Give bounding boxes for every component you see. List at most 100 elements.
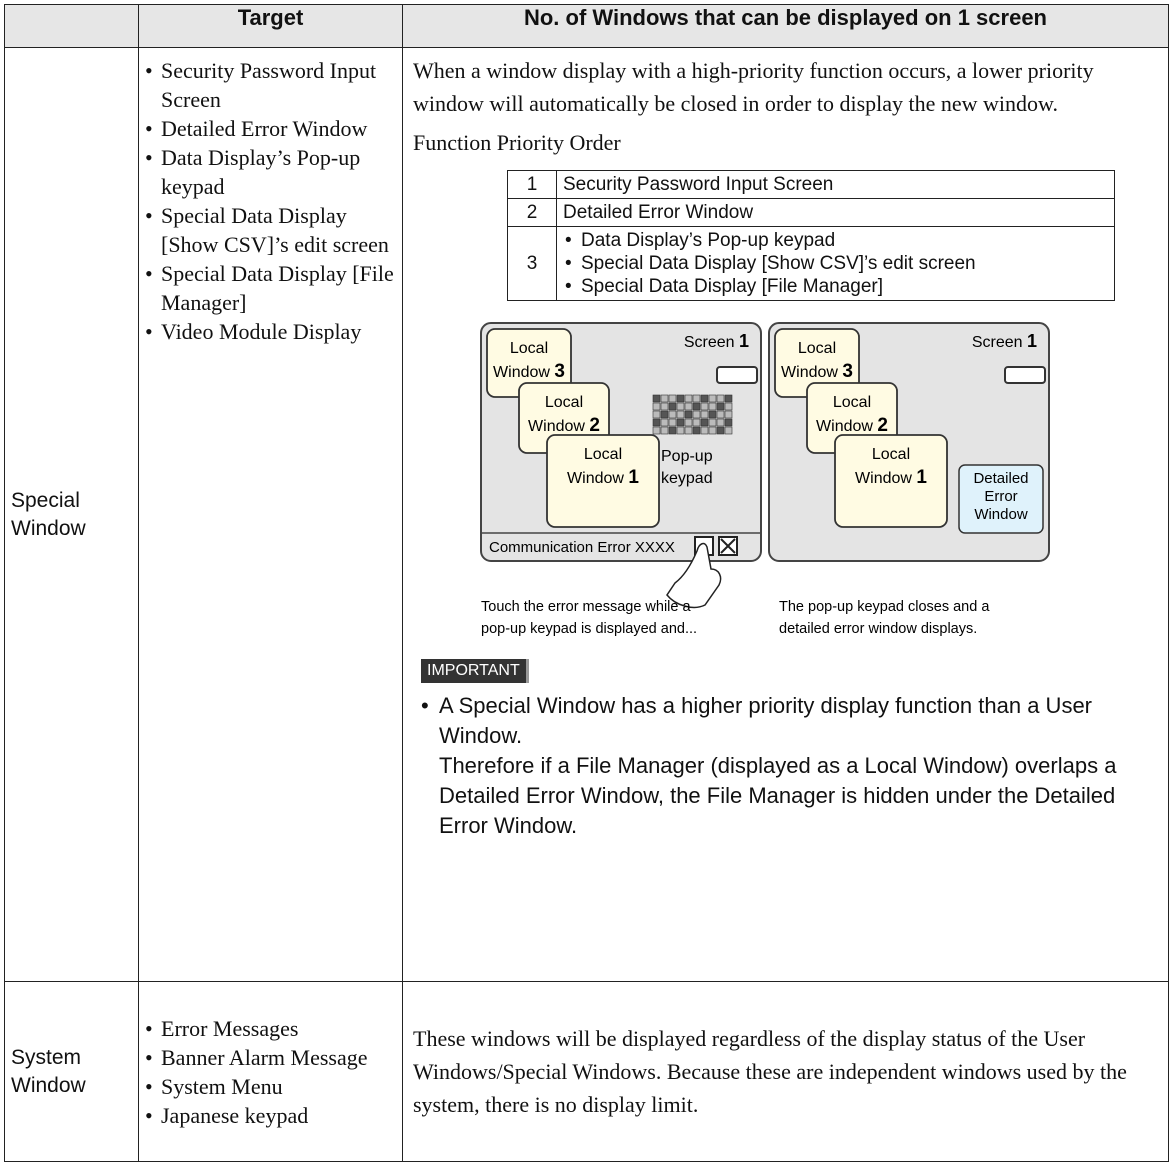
switch — [716, 366, 758, 384]
window-label: Window 3 — [493, 361, 565, 382]
priority-item: Data Display’s Pop-up keypad — [565, 229, 1108, 252]
key — [660, 418, 669, 427]
priority-row: 3Data Display’s Pop-up keypadSpecial Dat… — [507, 226, 1115, 301]
window-label: Window 1 — [567, 467, 639, 488]
key — [684, 410, 693, 419]
screen-label: Screen — [684, 334, 735, 351]
priority-rank: 2 — [507, 198, 557, 227]
window-label: Window 1 — [855, 467, 927, 488]
priority-item: Detailed Error Window — [563, 202, 754, 223]
figure-caption: Touch the error message while a — [481, 599, 691, 615]
window-number: 3 — [554, 361, 565, 382]
key — [684, 418, 693, 427]
key — [692, 402, 701, 411]
key — [724, 394, 733, 403]
key — [724, 410, 733, 419]
key — [700, 418, 709, 427]
key — [724, 402, 733, 411]
target-item: Error Messages — [145, 1014, 398, 1043]
key — [660, 402, 669, 411]
key — [724, 426, 733, 435]
key — [700, 402, 709, 411]
important-item: A Special Window has a higher priority d… — [421, 691, 1158, 751]
key — [692, 426, 701, 435]
priority-cell: Data Display’s Pop-up keypadSpecial Data… — [556, 226, 1115, 301]
key — [692, 410, 701, 419]
priority-caption: Function Priority Order — [413, 130, 621, 155]
key — [716, 418, 725, 427]
priority-item: Security Password Input Screen — [563, 174, 834, 195]
header-cell: Target — [138, 4, 403, 48]
key — [692, 418, 701, 427]
key — [708, 394, 717, 403]
window-label: Window — [781, 364, 838, 381]
keypad-label: Pop-up — [661, 448, 713, 465]
target-cell: Security Password Input ScreenDetailed E… — [138, 47, 403, 982]
key — [708, 426, 717, 435]
priority-row: 1 Security Password Input Screen — [507, 170, 1115, 199]
key — [652, 418, 661, 427]
key — [684, 394, 693, 403]
key — [668, 418, 677, 427]
target-item: Banner Alarm Message — [145, 1043, 398, 1072]
window-number: 2 — [589, 415, 600, 436]
key — [684, 402, 693, 411]
key — [660, 394, 669, 403]
target-item: Detailed Error Window — [145, 114, 398, 143]
header-row: Target No. of Windows that can be displa… — [4, 4, 1169, 48]
important-item: Therefore if a File Manager (displayed a… — [439, 753, 1117, 838]
key — [652, 402, 661, 411]
key — [652, 410, 661, 419]
description: When a window display with a high-priori… — [413, 58, 1094, 116]
important-tag: IMPORTANT — [421, 659, 529, 683]
key — [676, 426, 685, 435]
key — [692, 394, 701, 403]
target-item: Security Password Input Screen — [145, 56, 398, 114]
window-label: Local — [833, 394, 871, 411]
priority-row: 2 Detailed Error Window — [507, 198, 1115, 227]
icon — [720, 538, 736, 554]
error-window-label: Error — [984, 488, 1017, 505]
screen-number: 1 — [1027, 331, 1037, 351]
target-item: Video Module Display — [145, 317, 398, 346]
window-label: Window — [855, 470, 912, 487]
window-label: Window — [567, 470, 624, 487]
priority-cell: Security Password Input Screen — [556, 170, 1115, 199]
row-label: System Window — [4, 981, 139, 1162]
key — [668, 402, 677, 411]
screen-label: Screen — [972, 334, 1023, 351]
local-window — [546, 434, 660, 528]
key — [724, 418, 733, 427]
key — [716, 394, 725, 403]
window-label: Window — [493, 364, 550, 381]
window-label: Local — [510, 340, 548, 357]
windows-table: Target No. of Windows that can be displa… — [4, 4, 1169, 1162]
keypad-label: keypad — [661, 470, 713, 487]
priority-rank: 3 — [507, 226, 557, 301]
priority-rank: 1 — [507, 170, 557, 199]
error-window-label: Detailed — [973, 470, 1028, 487]
important-list: A Special Window has a higher priority d… — [403, 691, 1168, 841]
window-label: Local — [798, 340, 836, 357]
error-window-label: Window — [974, 506, 1028, 523]
row: System Window Error MessagesBanner Alarm… — [4, 981, 1169, 1162]
priority-item: Special Data Display [File Manager] — [565, 275, 1108, 298]
key — [652, 394, 661, 403]
key — [700, 410, 709, 419]
target-list: Security Password Input ScreenDetailed E… — [139, 48, 402, 346]
row: Special Window Security Password Input S… — [4, 47, 1169, 982]
key — [684, 426, 693, 435]
key — [700, 394, 709, 403]
description-cell: These windows will be displayed regardle… — [402, 981, 1169, 1162]
window-label: Local — [545, 394, 583, 411]
error-window — [958, 464, 1044, 534]
priority-item: Special Data Display [Show CSV]’s edit s… — [565, 252, 1108, 275]
description: These windows will be displayed regardle… — [413, 1026, 1127, 1117]
target-list: Error MessagesBanner Alarm MessageSystem… — [139, 1014, 402, 1130]
window-label: Local — [584, 446, 622, 463]
screen-label: Screen 1 — [684, 331, 749, 351]
header-cell — [4, 4, 139, 48]
key — [660, 410, 669, 419]
window-number: 2 — [877, 415, 888, 436]
